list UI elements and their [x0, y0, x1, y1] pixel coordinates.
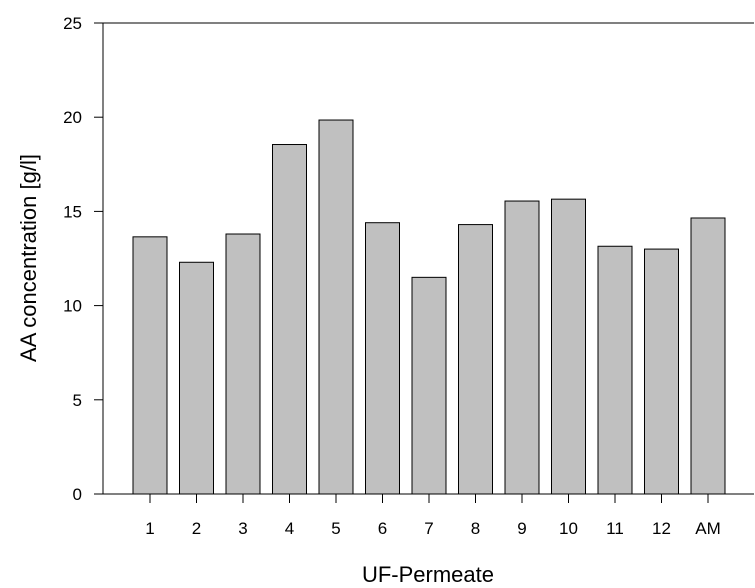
x-tick-label: 5	[331, 519, 340, 538]
y-axis-ticks: 0 5 10 15 20 25	[63, 14, 103, 504]
bar-1	[132, 236, 168, 495]
bar-3	[225, 233, 261, 495]
x-tick-label: AM	[695, 519, 721, 538]
y-tick-label: 10	[63, 297, 82, 316]
x-tick-label: 1	[145, 519, 154, 538]
bar-11	[597, 245, 633, 495]
x-tick-label: 2	[192, 519, 201, 538]
bar-8	[458, 224, 493, 495]
x-tick-label: 9	[517, 519, 526, 538]
x-axis-title: UF-Permeate	[362, 562, 494, 587]
bar-2	[179, 261, 214, 495]
x-tick-label: 6	[378, 519, 387, 538]
y-tick-label: 0	[73, 485, 82, 504]
bar-9	[504, 200, 540, 495]
x-axis-ticks: 1 2 3 4 5 6 7 8 9 10 11 12 AM	[145, 494, 721, 538]
x-tick-label: 7	[424, 519, 433, 538]
x-tick-label: 12	[652, 519, 671, 538]
x-tick-label: 8	[471, 519, 480, 538]
x-tick-label: 3	[238, 519, 247, 538]
bars-group	[132, 119, 726, 495]
bar-6	[365, 222, 400, 495]
x-tick-label: 10	[559, 519, 578, 538]
bar-4	[272, 144, 307, 495]
y-axis-title: AA concentration [g/l]	[16, 154, 41, 362]
bar-7	[411, 276, 447, 495]
bar-5	[318, 119, 354, 495]
y-tick-label: 5	[73, 391, 82, 410]
x-tick-label: 11	[606, 519, 624, 538]
y-tick-label: 20	[63, 108, 82, 127]
x-tick-label: 4	[285, 519, 294, 538]
y-tick-label: 15	[63, 202, 82, 221]
y-tick-label: 25	[63, 14, 82, 33]
bar-10	[551, 198, 586, 495]
bar-AM	[690, 217, 726, 495]
bar-12	[644, 248, 679, 495]
